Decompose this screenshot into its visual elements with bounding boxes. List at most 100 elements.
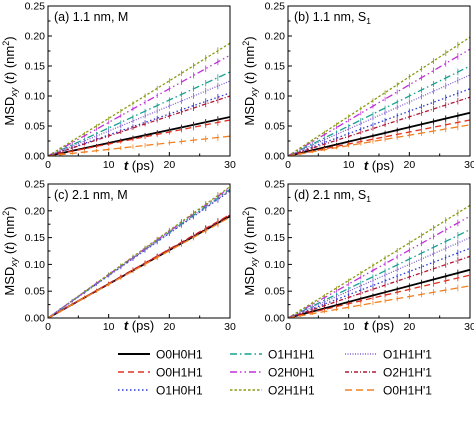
x-tick-label: 20 (403, 321, 415, 333)
series-group (48, 186, 230, 318)
x-tick-label: 20 (163, 321, 175, 333)
y-tick-label: 0.20 (25, 205, 46, 217)
series-line-o2h1hp1 (288, 96, 470, 156)
y-tick-label: 0.15 (25, 232, 46, 244)
y-tick-label: 0.10 (265, 259, 286, 271)
y-axis-label-t: t (2, 75, 17, 80)
y-axis-label-end: ) (2, 206, 17, 210)
plot-frame (47, 5, 231, 157)
y-axis-label-subscript: xy (9, 87, 19, 98)
series-line-o2h1hp1 (48, 214, 230, 318)
series-line-o1h1h1 (288, 229, 470, 318)
x-tick-label: 30 (464, 321, 474, 333)
y-tick-label: 0.20 (265, 31, 286, 43)
y-axis-label: MSDxy (t) (nm2) (1, 206, 19, 295)
legend-label: O0H1H1 (156, 366, 203, 380)
x-axis-label-variable: t (124, 318, 129, 333)
y-tick-label: 0.05 (265, 121, 286, 133)
y-axis-label-superscript: 2 (1, 211, 11, 216)
series-line-o1h1hp1 (288, 74, 470, 156)
plot-frame (287, 183, 471, 319)
y-axis-label-subscript: xy (249, 257, 259, 268)
series-line-o0h1h1 (288, 119, 470, 156)
x-axis-label: t (ps) (124, 318, 154, 333)
y-tick-label: 0.10 (25, 91, 46, 103)
legend-label: O1H1H1 (268, 348, 315, 362)
legend-label: O1H0H1 (156, 384, 203, 398)
y-tick-label: 0.25 (25, 179, 46, 191)
y-tick-label: 0.05 (25, 121, 46, 133)
y-axis-label-main: MSD (2, 97, 17, 126)
legend-label: O2H1H'1 (383, 366, 432, 380)
y-axis-label-superscript: 2 (1, 41, 11, 46)
panel-a: 0 10 20 30 0.00 0.05 0.10 0.15 0.20 0.25 (a) 1.1 n… (1, 1, 236, 174)
panel-label: (d) 2.1 nm, S1 (294, 188, 371, 204)
x-axis-label-unit: (ps) (128, 318, 154, 333)
series-line-o1h0h1 (48, 92, 230, 156)
series-line-o0h1hp1 (288, 285, 470, 318)
y-axis-label-superscript: 2 (241, 211, 251, 216)
y-axis-label-paren: ( (242, 249, 257, 258)
series-line-o2h1h1 (288, 36, 470, 156)
series-line-o0h1hp1 (288, 124, 470, 156)
legend-label: O0H0H1 (156, 348, 203, 362)
y-axis-label-t: t (242, 75, 257, 80)
y-axis-label-unit: ) (nm (242, 46, 257, 76)
x-axis-label: t (ps) (364, 318, 394, 333)
x-tick-label: 30 (224, 321, 236, 333)
y-axis-label: MSDxy (t) (nm2) (1, 36, 19, 125)
x-axis-label-variable: t (124, 158, 129, 173)
series-line-o1h0h1 (288, 247, 470, 318)
series-line-o0h0h1 (48, 116, 230, 156)
series-line-o2h0h1 (48, 54, 230, 156)
x-tick-label: 20 (403, 159, 415, 171)
series-group (48, 42, 230, 156)
y-axis-label-paren: ( (2, 249, 17, 258)
series-line-o0h1h1 (48, 119, 230, 156)
y-tick-label: 0.00 (25, 313, 46, 325)
y-tick-label: 0.05 (25, 286, 46, 298)
x-tick-label: 10 (343, 159, 355, 171)
x-axis-label-unit: (ps) (368, 158, 394, 173)
y-tick-label: 0.20 (25, 31, 46, 43)
panel-label: (b) 1.1 nm, S1 (294, 10, 371, 26)
panel-label: (a) 1.1 nm, M (54, 10, 128, 24)
y-axis-label-main: MSD (2, 267, 17, 296)
y-axis-label-main: MSD (242, 97, 257, 126)
panel-label-subscript: 1 (366, 194, 371, 204)
y-axis-label-end: ) (2, 36, 17, 40)
series-line-o1h0h1 (288, 88, 470, 156)
y-tick-label: 0.15 (265, 232, 286, 244)
x-axis-label-variable: t (364, 318, 369, 333)
y-axis-label: MSDxy (t) (nm2) (241, 36, 259, 125)
legend-label: O1H1H'1 (383, 348, 432, 362)
y-axis-label-main: MSD (242, 267, 257, 296)
y-axis-label-paren: ( (242, 79, 257, 88)
y-axis-label-unit: ) (nm (2, 216, 17, 246)
x-axis-label-unit: (ps) (368, 318, 394, 333)
y-axis-label-end: ) (242, 206, 257, 210)
y-tick-label: 0.15 (25, 61, 46, 73)
series-line-o2h0h1 (288, 48, 470, 156)
series-line-o0h0h1 (288, 111, 470, 156)
series-line-o0h1h1 (288, 274, 470, 318)
series-line-o0h0h1 (288, 268, 470, 318)
x-tick-label: 0 (45, 159, 51, 171)
x-tick-label: 20 (163, 159, 175, 171)
y-tick-label: 0.25 (265, 179, 286, 191)
y-axis-label-subscript: xy (249, 87, 259, 98)
y-axis-label-superscript: 2 (241, 41, 251, 46)
x-axis-label-variable: t (364, 158, 369, 173)
y-tick-label: 0.20 (265, 205, 286, 217)
y-tick-label: 0.00 (265, 313, 286, 325)
x-tick-label: 30 (224, 159, 236, 171)
x-axis-label: t (ps) (364, 158, 394, 173)
x-axis-label: t (ps) (124, 158, 154, 173)
legend-label: O2H1H1 (268, 384, 315, 398)
series-line-o1h1h1 (48, 71, 230, 156)
x-tick-label: 10 (103, 159, 115, 171)
y-tick-label: 0.00 (265, 151, 286, 163)
y-axis-label-paren: ( (2, 79, 17, 88)
y-axis-label-subscript: xy (9, 257, 19, 268)
